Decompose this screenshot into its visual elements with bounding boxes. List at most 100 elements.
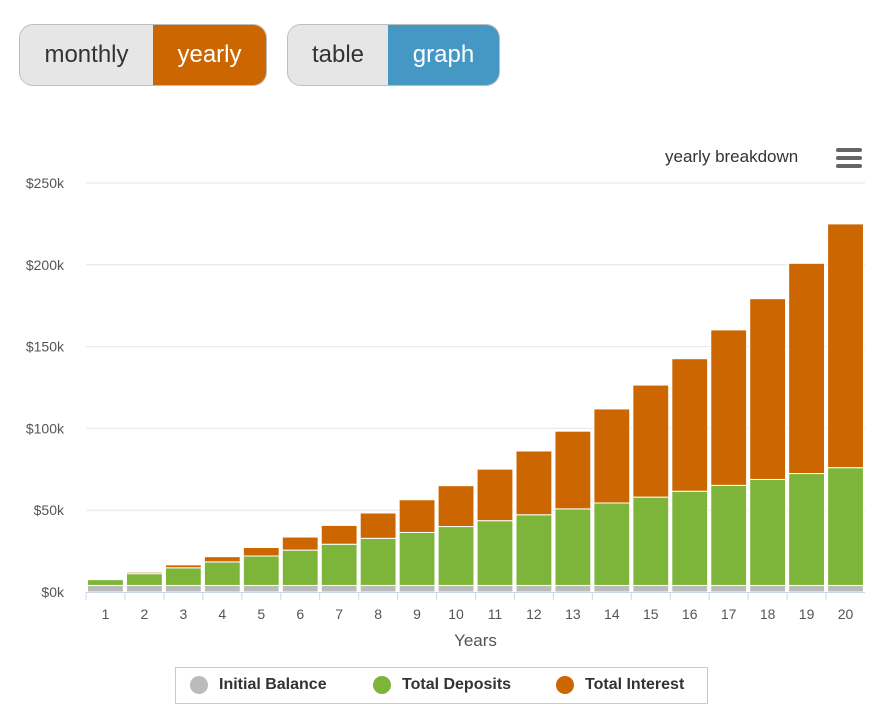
bar-initial-balance	[87, 584, 124, 593]
bar-initial-balance	[827, 584, 864, 593]
bar-initial-balance	[554, 584, 592, 593]
legend-label-initial-balance: Initial Balance	[219, 676, 327, 693]
bar-interest	[398, 499, 436, 533]
bar-interest	[554, 430, 592, 510]
x-tick-label: 12	[526, 606, 542, 622]
bar-initial-balance	[476, 584, 514, 593]
bar-deposits	[320, 543, 358, 586]
bar-interest	[827, 223, 864, 469]
bar-interest	[320, 524, 358, 545]
bar-deposits	[710, 484, 748, 586]
legend-dot-initial-balance	[190, 676, 208, 694]
bar-initial-balance	[320, 584, 358, 593]
bar-interest	[476, 468, 514, 522]
yearly-button[interactable]: yearly	[153, 25, 266, 85]
bar-interest	[126, 571, 163, 575]
x-tick-label: 6	[296, 606, 304, 622]
bar-deposits	[554, 508, 592, 586]
legend-item-initial-balance[interactable]: Initial Balance	[190, 676, 327, 694]
bar-deposits	[437, 526, 475, 586]
bar-deposits	[242, 555, 280, 586]
x-tick-label: 13	[565, 606, 581, 622]
x-tick-label: 10	[448, 606, 464, 622]
legend-dot-total-deposits	[373, 676, 391, 694]
bar-initial-balance	[632, 584, 670, 593]
bar-initial-balance	[126, 584, 163, 593]
x-tick-label: 14	[604, 606, 620, 622]
legend-item-total-interest[interactable]: Total Interest	[556, 676, 684, 694]
bar-interest	[242, 547, 280, 557]
x-tick-label: 2	[141, 606, 149, 622]
bar-initial-balance	[164, 584, 202, 593]
x-tick-label: 20	[838, 606, 854, 622]
x-tick-label: 15	[643, 606, 659, 622]
legend-dot-total-interest	[556, 676, 574, 694]
bar-deposits	[671, 490, 709, 586]
bar-interest	[671, 358, 709, 492]
x-tick-label: 3	[179, 606, 187, 622]
legend-item-total-deposits[interactable]: Total Deposits	[373, 676, 511, 694]
bar-deposits	[398, 531, 436, 586]
x-tick-label: 18	[760, 606, 776, 622]
chart-title: yearly breakdown	[665, 147, 799, 166]
x-tick-label: 11	[488, 606, 503, 622]
y-tick-label: $0k	[41, 584, 65, 600]
bar-deposits	[87, 579, 124, 586]
y-tick-label: $200k	[26, 257, 65, 273]
bar-interest	[710, 329, 748, 486]
bar-initial-balance	[242, 584, 280, 593]
y-tick-label: $100k	[26, 420, 65, 436]
x-tick-label: 1	[102, 606, 110, 622]
bar-interest	[632, 384, 670, 498]
bar-interest	[515, 450, 553, 516]
bar-interest	[749, 298, 787, 480]
x-tick-label: 8	[374, 606, 382, 622]
legend-label-total-deposits: Total Deposits	[402, 676, 512, 693]
bar-initial-balance	[515, 584, 553, 593]
bar-interest	[593, 408, 631, 504]
x-tick-label: 5	[257, 606, 265, 622]
bar-deposits	[749, 478, 787, 586]
bar-initial-balance	[788, 584, 825, 593]
x-tick-label: 4	[218, 606, 226, 622]
bar-initial-balance	[671, 584, 709, 593]
x-tick-label: 19	[799, 606, 815, 622]
legend-label-total-interest: Total Interest	[585, 676, 685, 693]
bar-deposits	[359, 537, 397, 586]
bar-interest	[788, 262, 825, 475]
period-toggle: monthly yearly	[19, 24, 267, 86]
x-axis-title: Years	[454, 631, 497, 650]
bar-initial-balance	[749, 584, 787, 593]
bar-initial-balance	[281, 584, 319, 593]
bar-interest	[359, 512, 397, 539]
x-tick-label: 7	[335, 606, 343, 622]
monthly-button[interactable]: monthly	[20, 25, 153, 85]
chart-legend: Initial Balance Total Deposits Total Int…	[175, 667, 708, 704]
graph-button[interactable]: graph	[388, 25, 499, 85]
bar-interest	[281, 536, 319, 551]
hamburger-menu-icon[interactable]	[836, 148, 862, 168]
bar-initial-balance	[437, 584, 475, 593]
bar-initial-balance	[710, 584, 748, 593]
bar-interest	[437, 485, 475, 528]
table-button[interactable]: table	[288, 25, 388, 85]
bar-deposits	[827, 467, 864, 586]
bar-initial-balance	[398, 584, 436, 593]
bar-interest	[164, 564, 202, 569]
bar-deposits	[281, 549, 319, 586]
y-tick-label: $250k	[26, 175, 65, 191]
bar-deposits	[593, 502, 631, 586]
bar-initial-balance	[203, 584, 241, 593]
bar-deposits	[126, 573, 163, 586]
bar-deposits	[203, 561, 241, 586]
x-tick-label: 17	[721, 606, 737, 622]
bar-deposits	[164, 567, 202, 586]
bar-deposits	[476, 520, 514, 586]
bar-deposits	[788, 473, 825, 586]
bar-initial-balance	[593, 584, 631, 593]
x-tick-label: 16	[682, 606, 698, 622]
y-tick-label: $150k	[26, 339, 65, 355]
bar-interest	[203, 556, 241, 563]
bar-deposits	[632, 496, 670, 586]
